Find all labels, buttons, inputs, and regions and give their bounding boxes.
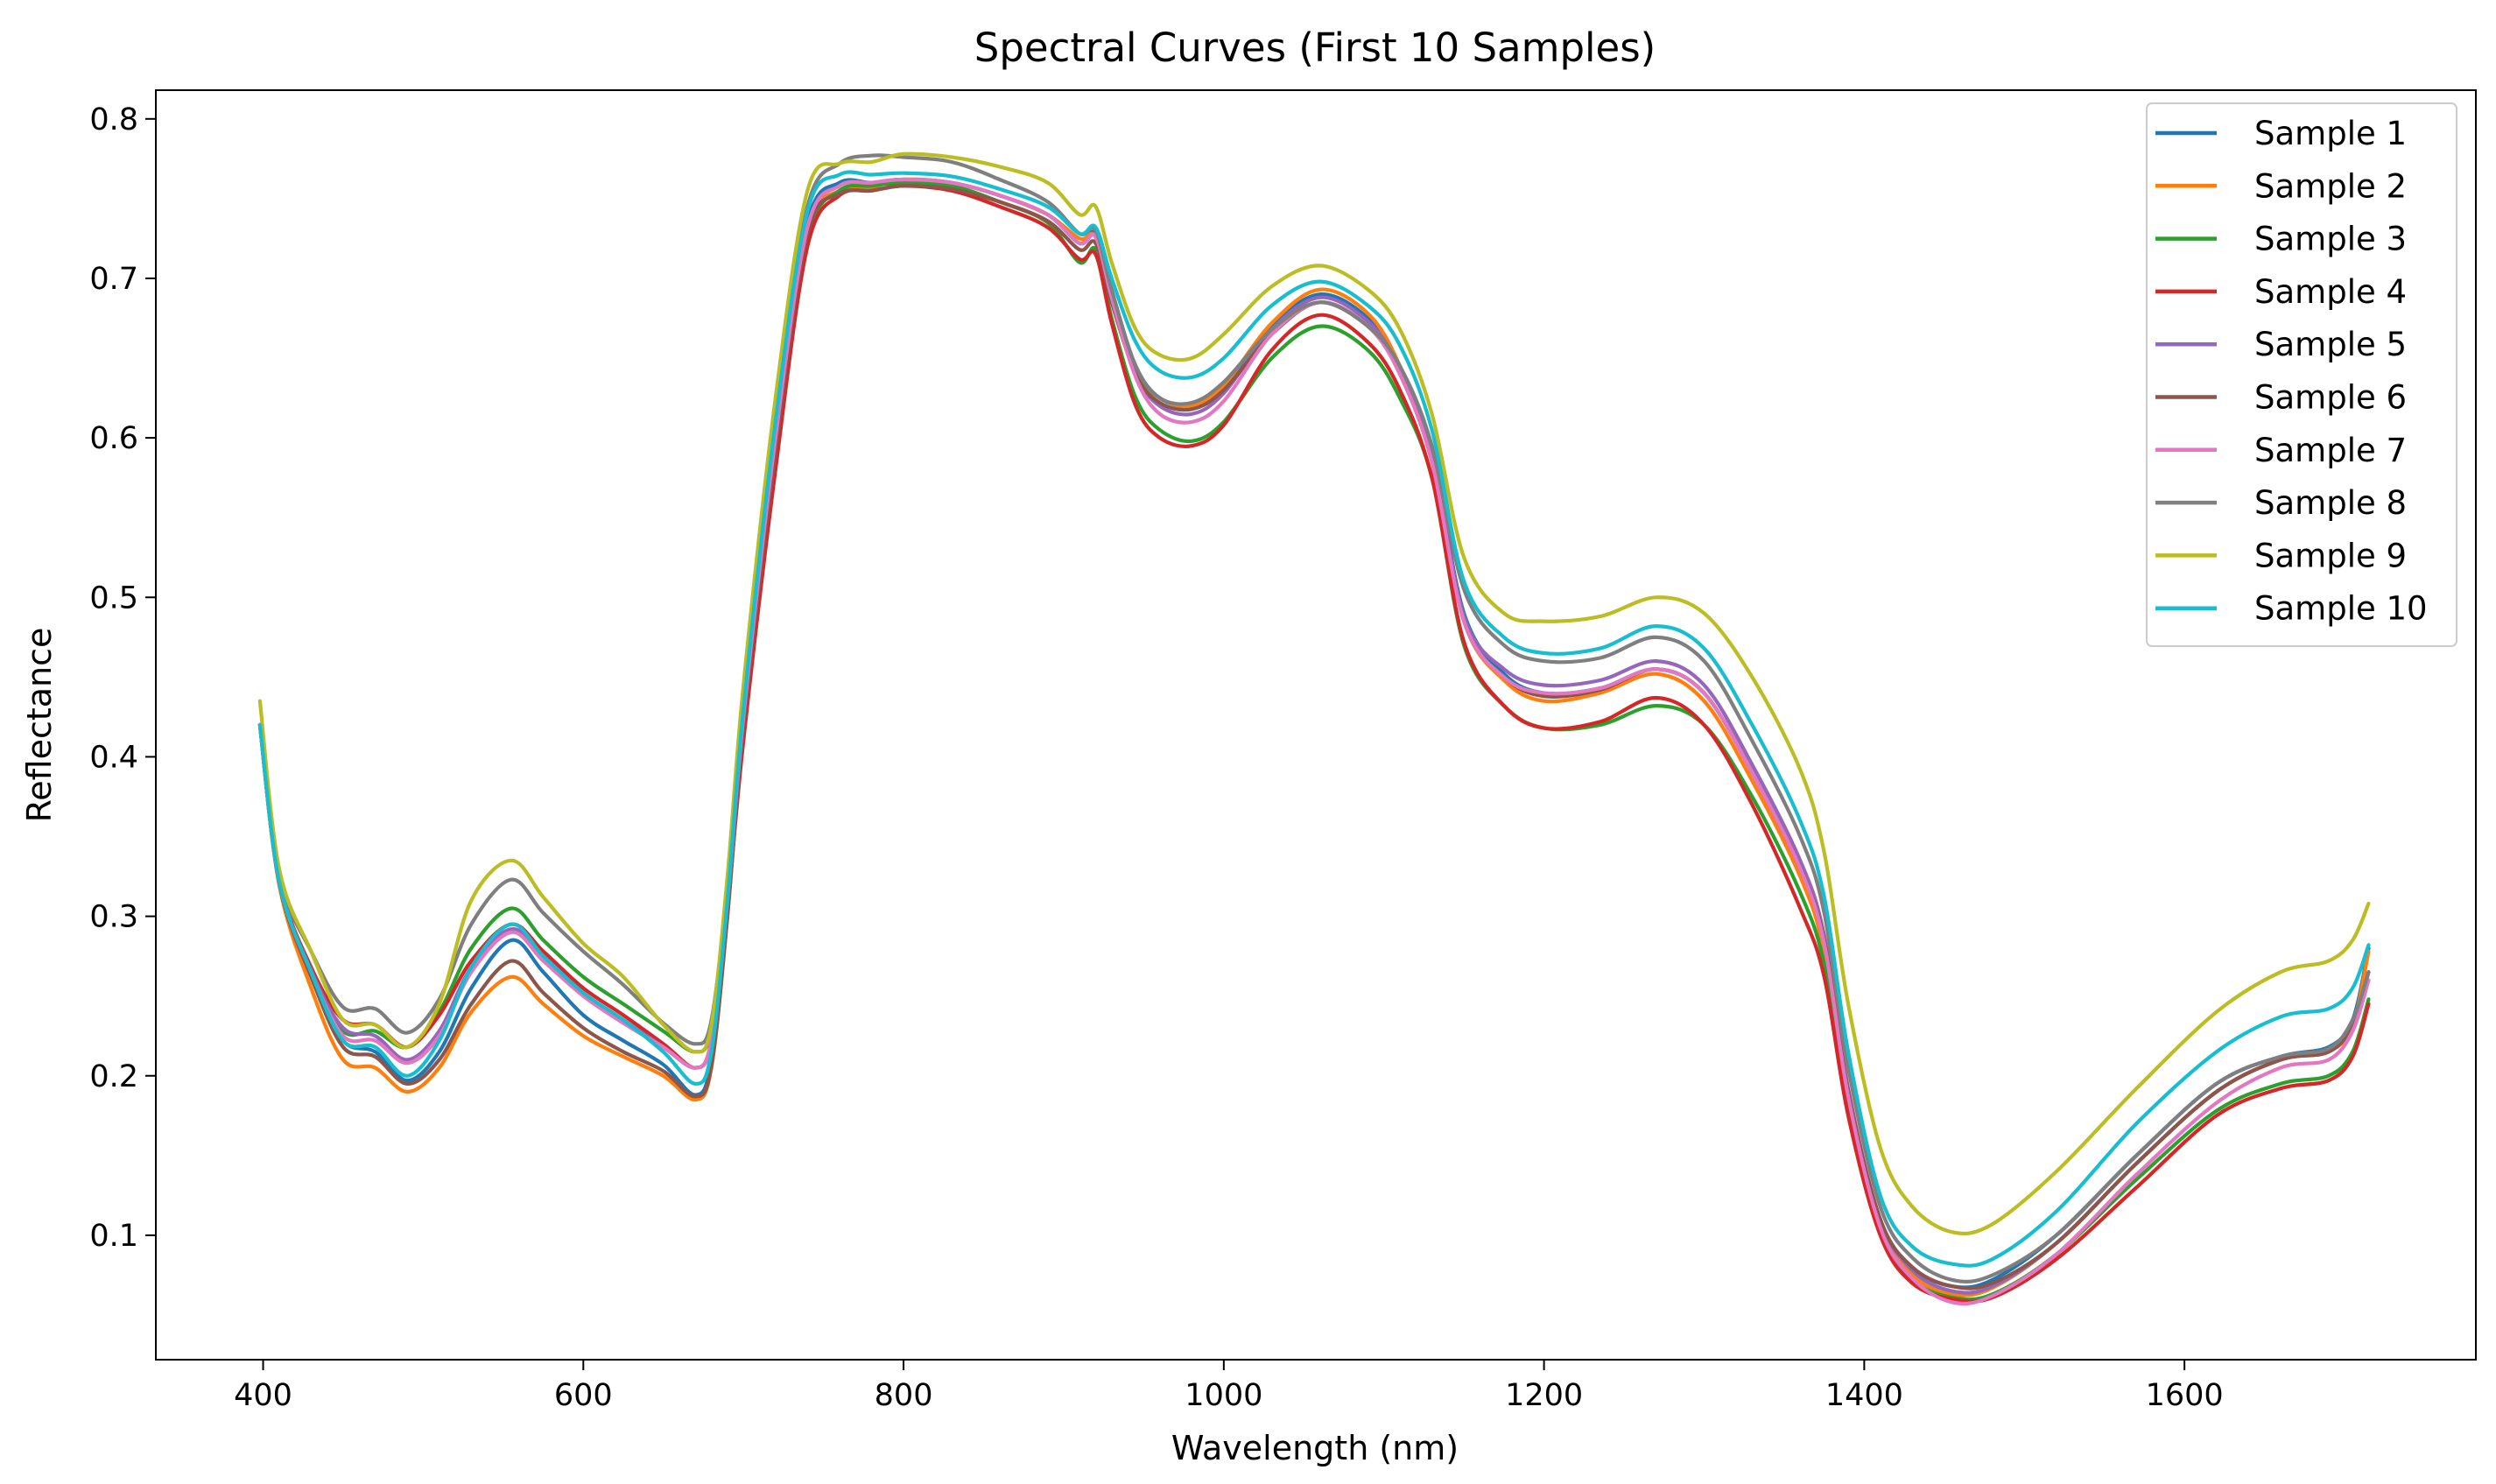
x-tick-label: 400 bbox=[234, 1378, 292, 1413]
x-tick-label: 800 bbox=[875, 1378, 933, 1413]
series-layer bbox=[257, 151, 2371, 1306]
legend-label-sample-9: Sample 9 bbox=[2254, 537, 2407, 574]
y-axis-label: Reflectance bbox=[20, 628, 59, 823]
y-tick-label: 0.8 bbox=[89, 102, 138, 137]
series-line-sample-6 bbox=[257, 184, 2371, 1291]
y-tick-label: 0.5 bbox=[89, 580, 138, 615]
legend-label-sample-7: Sample 7 bbox=[2254, 432, 2407, 469]
legend-label-sample-1: Sample 1 bbox=[2254, 115, 2407, 152]
legend-label-sample-10: Sample 10 bbox=[2254, 590, 2428, 628]
y-tick-label: 0.7 bbox=[89, 262, 138, 297]
chart-title: Spectral Curves (First 10 Samples) bbox=[974, 25, 1656, 71]
x-axis-label: Wavelength (nm) bbox=[1171, 1429, 1459, 1467]
x-tick-label: 1400 bbox=[1825, 1378, 1903, 1413]
x-tick-label: 1000 bbox=[1185, 1378, 1262, 1413]
y-tick-label: 0.1 bbox=[89, 1219, 138, 1254]
legend-label-sample-4: Sample 4 bbox=[2254, 273, 2407, 311]
series-line-sample-9 bbox=[257, 151, 2371, 1236]
x-tick-label: 1600 bbox=[2146, 1378, 2224, 1413]
x-tick-label: 1200 bbox=[1505, 1378, 1583, 1413]
x-axis-ticks: 400 600 800 1000 1200 1400 1600 bbox=[234, 1360, 2224, 1413]
legend-label-sample-8: Sample 8 bbox=[2254, 484, 2407, 522]
plot-area-frame bbox=[155, 89, 2477, 1361]
legend-label-sample-6: Sample 6 bbox=[2254, 379, 2407, 417]
legend-box bbox=[2146, 102, 2457, 647]
legend-label-sample-3: Sample 3 bbox=[2254, 221, 2407, 258]
series-line-sample-4 bbox=[257, 184, 2371, 1304]
series-line-sample-7 bbox=[257, 177, 2371, 1306]
legend-entries: Sample 1 Sample 2 Sample 3 Sample 4 Sample 5… bbox=[2155, 115, 2428, 628]
legend-label-sample-5: Sample 5 bbox=[2254, 326, 2407, 363]
y-tick-label: 0.3 bbox=[89, 900, 138, 935]
legend-label-sample-2: Sample 2 bbox=[2254, 167, 2407, 205]
y-tick-label: 0.4 bbox=[89, 740, 138, 775]
y-tick-label: 0.2 bbox=[89, 1059, 138, 1094]
x-tick-label: 600 bbox=[554, 1378, 613, 1413]
y-tick-label: 0.6 bbox=[89, 421, 138, 456]
series-line-sample-10 bbox=[257, 170, 2371, 1268]
y-axis-ticks: 0.1 0.2 0.3 0.4 0.5 0.6 0.7 0.8 bbox=[89, 102, 156, 1254]
series-line-sample-8 bbox=[257, 153, 2371, 1284]
legend: Sample 1 Sample 2 Sample 3 Sample 4 Sample 5… bbox=[2146, 102, 2457, 647]
